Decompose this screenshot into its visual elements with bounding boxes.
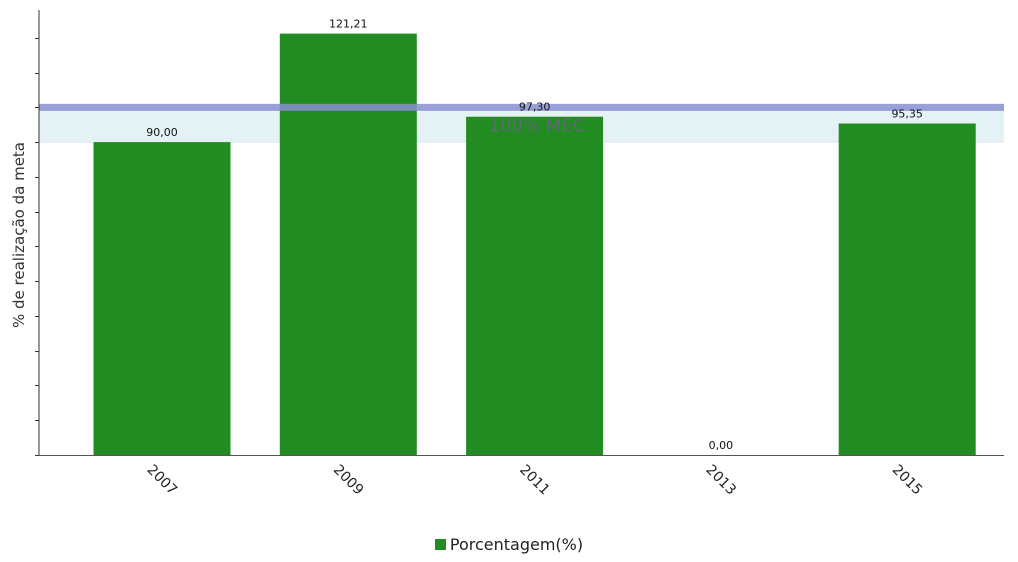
bar-2011 [466, 116, 604, 455]
data-label-2015: 95,35 [891, 108, 923, 121]
axes [35, 10, 1004, 456]
reference-line-layer: 100% MEC [39, 103, 1004, 137]
legend[interactable]: Porcentagem(%) [0, 535, 1018, 554]
bar-chart: 100% MEC 90,00 2007 121,21 2009 97,30 2011 0,0… [10, 10, 1004, 499]
x-tick-label-2009: 2009 [330, 462, 367, 499]
data-label-2011: 97,30 [519, 101, 551, 114]
data-label-2007: 90,00 [146, 126, 178, 139]
legend-swatch [434, 539, 446, 550]
bar-2015 [838, 123, 976, 455]
reference-line [39, 103, 1004, 111]
x-tick-label-2013: 2013 [702, 462, 739, 499]
bars [93, 33, 976, 455]
legend-label: Porcentagem(%) [449, 535, 584, 554]
bar-2009 [279, 33, 417, 455]
data-label-2013: 0,00 [709, 439, 734, 452]
y-axis-label: % de realização da meta [10, 142, 28, 328]
reference-band-label: 100% MEC [489, 116, 586, 137]
bar-2007 [93, 142, 231, 455]
x-tick-label-2011: 2011 [516, 462, 553, 499]
data-label-2009: 121,21 [329, 18, 368, 31]
x-tick-label-2015: 2015 [889, 462, 926, 499]
x-tick-label-2007: 2007 [144, 462, 181, 499]
